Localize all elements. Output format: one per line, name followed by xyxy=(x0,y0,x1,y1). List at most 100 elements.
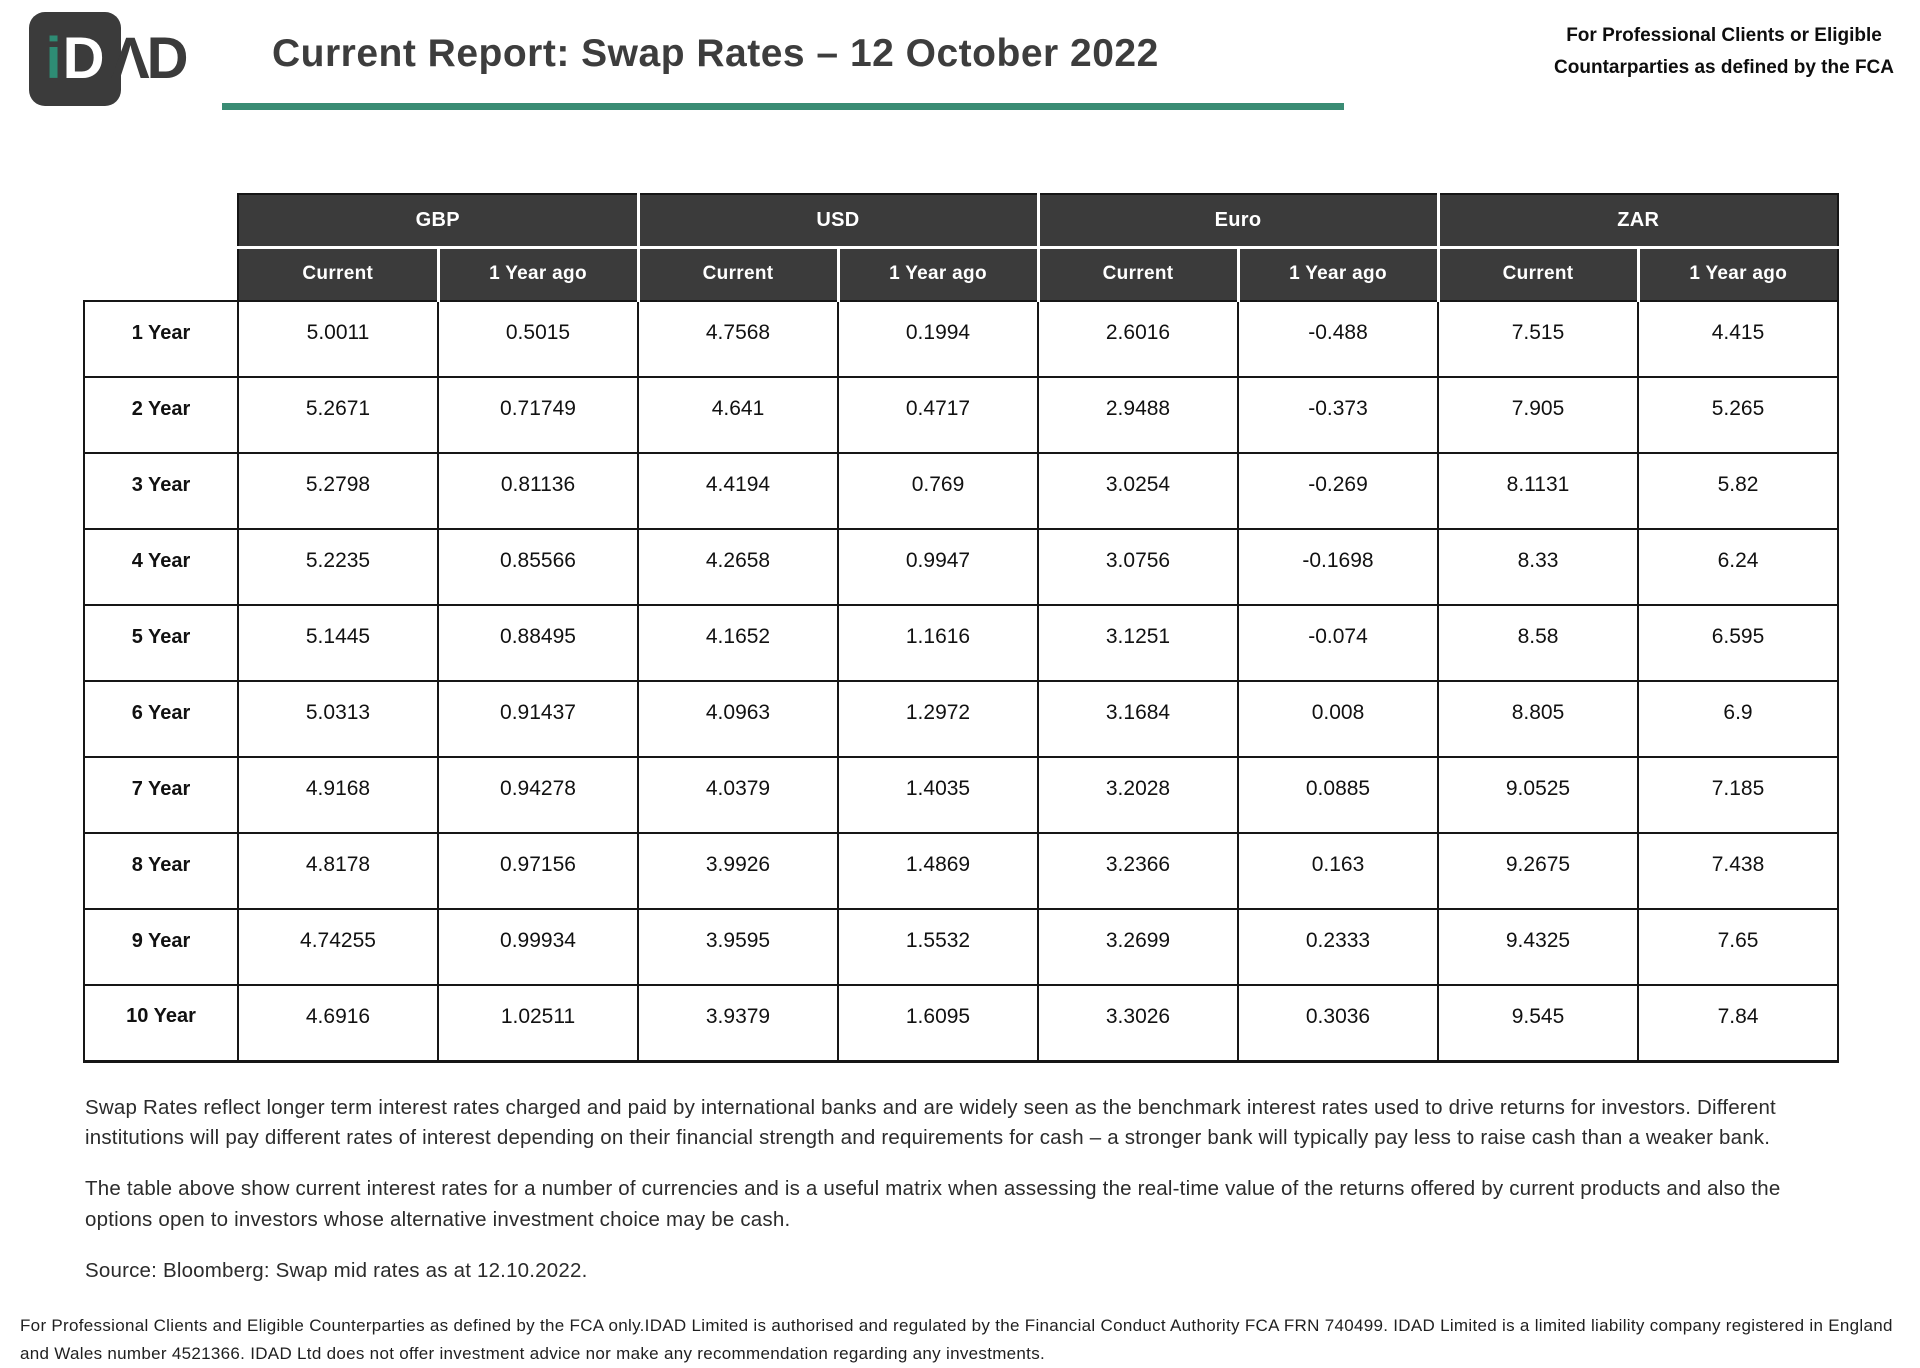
rate-cell: 7.84 xyxy=(1637,984,1839,1063)
row-label: 5 Year xyxy=(83,604,239,682)
rate-cell: 5.0313 xyxy=(237,680,439,758)
rate-cell: 0.5015 xyxy=(437,300,639,378)
legal-footer: For Professional Clients and Eligible Co… xyxy=(20,1316,1893,1364)
rate-cell: 8.33 xyxy=(1437,528,1639,606)
rate-cell: 2.9488 xyxy=(1037,376,1239,454)
rate-cell: 0.88495 xyxy=(437,604,639,682)
rate-cell: 4.8178 xyxy=(237,832,439,910)
table-row: 10 Year 4.6916 1.02511 3.9379 1.6095 3.3026 0.… xyxy=(83,984,1839,1063)
rate-cell: 3.0756 xyxy=(1037,528,1239,606)
rate-cell: 0.2333 xyxy=(1237,908,1439,986)
subheader-gbp-1yago: 1 Year ago xyxy=(436,245,640,302)
idad-logo-tile: i D xyxy=(29,12,121,106)
table-row: 4 Year 5.2235 0.85566 4.2658 0.9947 3.0756 -0.… xyxy=(83,528,1839,606)
notes-paragraph-2: The table above show current interest ra… xyxy=(85,1177,1781,1231)
rate-cell: 3.1251 xyxy=(1037,604,1239,682)
rate-cell: 3.1684 xyxy=(1037,680,1239,758)
row-label: 2 Year xyxy=(83,376,239,454)
row-label: 9 Year xyxy=(83,908,239,986)
row-label: 6 Year xyxy=(83,680,239,758)
rate-cell: 0.71749 xyxy=(437,376,639,454)
rate-cell: 2.6016 xyxy=(1037,300,1239,378)
notes-section: Swap Rates reflect longer term interest … xyxy=(85,1093,1840,1287)
table-row: 2 Year 5.2671 0.71749 4.641 0.4717 2.9488 -0.3… xyxy=(83,376,1839,454)
group-header-euro: Euro xyxy=(1036,193,1440,249)
rates-tbody: 1 Year 5.0011 0.5015 4.7568 0.1994 2.6016 -0.4… xyxy=(83,300,1839,1063)
rate-cell: 0.008 xyxy=(1237,680,1439,758)
subheader-zar-1yago: 1 Year ago xyxy=(1636,245,1839,302)
rate-cell: 5.0011 xyxy=(237,300,439,378)
subheader-zar-current: Current xyxy=(1436,245,1640,302)
rate-cell: 6.595 xyxy=(1637,604,1839,682)
subheader-gbp-current: Current xyxy=(237,245,440,302)
rate-cell: 5.265 xyxy=(1637,376,1839,454)
corner-spacer xyxy=(84,194,238,301)
idad-logo: i D ΛD xyxy=(29,12,189,106)
subheader-usd-1yago: 1 Year ago xyxy=(836,245,1040,302)
rate-cell: 8.58 xyxy=(1437,604,1639,682)
table-row: 6 Year 5.0313 0.91437 4.0963 1.2972 3.1684 0.0… xyxy=(83,680,1839,758)
rate-cell: 9.4325 xyxy=(1437,908,1639,986)
sub-header-row: Current 1 Year ago Current 1 Year ago Cu… xyxy=(84,245,1839,302)
rate-cell: 3.9595 xyxy=(637,908,839,986)
rate-cell: 5.82 xyxy=(1637,452,1839,530)
rate-cell: 4.9168 xyxy=(237,756,439,834)
table-row: 3 Year 5.2798 0.81136 4.4194 0.769 3.0254 -0.2… xyxy=(83,452,1839,530)
rate-cell: 3.0254 xyxy=(1037,452,1239,530)
rate-cell: 0.0885 xyxy=(1237,756,1439,834)
rate-cell: 7.905 xyxy=(1437,376,1639,454)
rate-cell: 7.515 xyxy=(1437,300,1639,378)
rate-cell: 0.99934 xyxy=(437,908,639,986)
group-header-usd: USD xyxy=(636,193,1040,249)
group-header-zar: ZAR xyxy=(1436,193,1839,249)
page-title: Current Report: Swap Rates – 12 October … xyxy=(272,32,1159,75)
table-row: 1 Year 5.0011 0.5015 4.7568 0.1994 2.6016 -0.4… xyxy=(83,300,1839,378)
rate-cell: 6.24 xyxy=(1637,528,1839,606)
rate-cell: 8.1131 xyxy=(1437,452,1639,530)
row-label: 4 Year xyxy=(83,528,239,606)
rate-cell: 1.4869 xyxy=(837,832,1039,910)
rate-cell: 0.9947 xyxy=(837,528,1039,606)
rate-cell: 4.415 xyxy=(1637,300,1839,378)
rate-cell: 0.97156 xyxy=(437,832,639,910)
rate-cell: 0.81136 xyxy=(437,452,639,530)
currency-group-row: GBP USD Euro ZAR xyxy=(84,193,1839,301)
eligibility-note: For Professional Clients or Eligible Cou… xyxy=(1554,20,1894,85)
subheader-euro-current: Current xyxy=(1036,245,1240,302)
rate-cell: 3.9926 xyxy=(637,832,839,910)
rate-cell: 0.163 xyxy=(1237,832,1439,910)
rate-cell: 4.2658 xyxy=(637,528,839,606)
rate-cell: 3.3026 xyxy=(1037,984,1239,1063)
rate-cell: 0.3036 xyxy=(1237,984,1439,1063)
row-label: 7 Year xyxy=(83,756,239,834)
rate-cell: 4.0963 xyxy=(637,680,839,758)
table-row: 8 Year 4.8178 0.97156 3.9926 1.4869 3.2366 0.1… xyxy=(83,832,1839,910)
rate-cell: 5.2798 xyxy=(237,452,439,530)
rate-cell: 3.2699 xyxy=(1037,908,1239,986)
rate-cell: 7.65 xyxy=(1637,908,1839,986)
rate-cell: 5.1445 xyxy=(237,604,439,682)
rate-cell: 4.641 xyxy=(637,376,839,454)
subheader-usd-current: Current xyxy=(636,245,840,302)
rate-cell: 0.94278 xyxy=(437,756,639,834)
title-underline xyxy=(222,103,1344,110)
table-head: GBP USD Euro ZAR Current 1 Year ago Curr… xyxy=(84,193,1839,302)
rate-cell: 0.91437 xyxy=(437,680,639,758)
eligibility-note-line2: Countarparties as defined by the FCA xyxy=(1554,57,1894,79)
subheader-euro-1yago: 1 Year ago xyxy=(1236,245,1440,302)
eligibility-note-line1: For Professional Clients or Eligible xyxy=(1566,25,1882,46)
rate-cell: 0.1994 xyxy=(837,300,1039,378)
rate-cell: 1.02511 xyxy=(437,984,639,1063)
rate-cell: 0.4717 xyxy=(837,376,1039,454)
rate-cell: 4.6916 xyxy=(237,984,439,1063)
rate-cell: 4.7568 xyxy=(637,300,839,378)
row-label: 10 Year xyxy=(83,984,239,1063)
source-line: Source: Bloomberg: Swap mid rates as at … xyxy=(85,1258,588,1282)
rate-cell: 7.185 xyxy=(1637,756,1839,834)
table-row: 9 Year 4.74255 0.99934 3.9595 1.5532 3.2699 0.… xyxy=(83,908,1839,986)
rate-cell: 4.0379 xyxy=(637,756,839,834)
logo-letter-d: D xyxy=(62,26,105,91)
rate-cell: -0.1698 xyxy=(1237,528,1439,606)
rate-cell: 1.5532 xyxy=(837,908,1039,986)
rate-cell: 4.1652 xyxy=(637,604,839,682)
